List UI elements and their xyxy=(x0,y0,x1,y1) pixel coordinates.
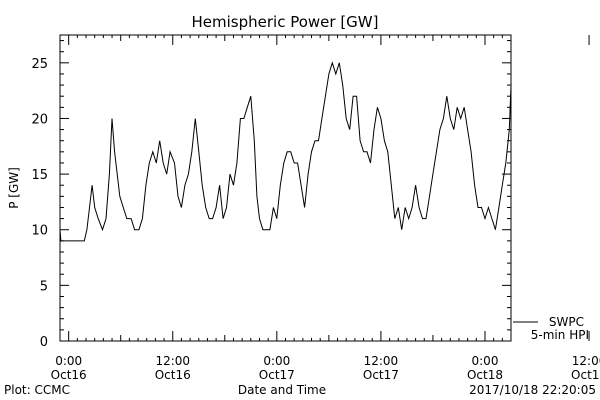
chart-title: Hemispheric Power [GW] xyxy=(192,13,379,31)
y-tick-label: 25 xyxy=(31,57,48,72)
x-tick-label-time: 12:00 xyxy=(364,354,399,368)
x-tick-label-date: Oct17 xyxy=(259,368,295,382)
series-line-hpi xyxy=(59,61,512,242)
x-axis-label: Date and Time xyxy=(238,383,326,397)
legend-label-type: 5-min HPI xyxy=(531,328,589,342)
x-tick-label-date: Oct16 xyxy=(51,368,87,382)
x-tick-label-time: 0:00 xyxy=(55,354,82,368)
x-tick-label-time: 0:00 xyxy=(263,354,290,368)
x-tick-label-time: 12:00 xyxy=(155,354,190,368)
y-tick-label: 20 xyxy=(31,112,48,127)
x-axis: 0:00Oct1612:00Oct160:00Oct1712:00Oct170:… xyxy=(51,35,600,382)
x-tick-label-date: Oct17 xyxy=(363,368,399,382)
plot-frame xyxy=(59,34,512,342)
footer-timestamp: 2017/10/18 22:20:05 xyxy=(469,383,596,397)
x-tick-label-time: 12:00 xyxy=(572,354,600,368)
y-tick-label: 5 xyxy=(40,279,48,294)
y-tick-label: 10 xyxy=(31,224,48,239)
legend-label-source: SWPC xyxy=(549,315,584,329)
x-tick-label-date: Oct16 xyxy=(155,368,191,382)
y-tick-label: 15 xyxy=(31,168,48,183)
y-axis: 0 5 10 15 20 25 xyxy=(31,40,511,350)
x-tick-label-date: Oct18 xyxy=(571,368,600,382)
x-tick-label-date: Oct18 xyxy=(467,368,503,382)
y-tick-label: 0 xyxy=(40,335,48,350)
y-axis-label: P [GW] xyxy=(7,167,21,209)
x-tick-label-time: 0:00 xyxy=(472,354,499,368)
footer-credit: Plot: CCMC xyxy=(4,383,70,397)
